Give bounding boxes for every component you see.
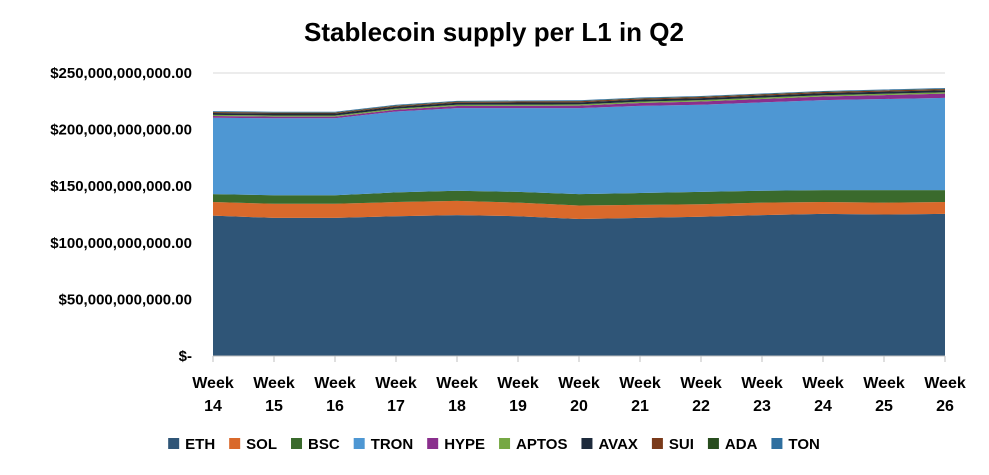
area-series-sol — [213, 200, 945, 220]
y-tick-label: $100,000,000,000.00 — [50, 235, 192, 252]
legend-label: BSC — [308, 436, 340, 453]
x-tick-label: Week 16 — [314, 375, 356, 415]
x-tick-label-line2: 26 — [936, 398, 954, 415]
legend-swatch — [499, 438, 511, 449]
x-tick-label: Week 14 — [192, 375, 234, 415]
legend-item-bsc: BSC — [291, 436, 340, 453]
legend-swatch — [651, 438, 663, 449]
y-tick-label: $250,000,000,000.00 — [50, 65, 192, 82]
x-tick-label-line2: 21 — [631, 398, 649, 415]
legend-swatch — [771, 438, 783, 449]
x-tick-label: Week 17 — [375, 375, 417, 415]
y-tick-label: $150,000,000,000.00 — [50, 178, 192, 195]
x-tick-label: Week 22 — [680, 375, 722, 415]
legend-swatch — [168, 438, 180, 449]
area-series-tron — [213, 97, 945, 196]
legend-item-sui: SUI — [651, 436, 694, 453]
legend-item-ada: ADA — [707, 436, 758, 453]
x-tick-label-line1: Week — [192, 375, 234, 392]
legend-swatch — [707, 438, 719, 449]
legend-swatch — [581, 438, 593, 449]
legend-label: ADA — [725, 436, 758, 453]
legend-label: SUI — [669, 436, 694, 453]
x-tick-label-line2: 23 — [753, 398, 771, 415]
area-series-bsc — [213, 190, 945, 206]
legend-swatch — [427, 438, 439, 449]
x-tick-label: Week 18 — [436, 375, 478, 415]
x-tick-label: Week 23 — [741, 375, 783, 415]
y-tick-label: $- — [179, 348, 192, 365]
area-series-ton — [213, 88, 945, 113]
x-tick-label-line2: 17 — [387, 398, 405, 415]
x-tick-label-line1: Week — [619, 375, 661, 392]
legend-item-eth: ETH — [168, 436, 215, 453]
axes — [212, 355, 946, 362]
x-tick-label-line1: Week — [741, 375, 783, 392]
x-tick-label-line1: Week — [253, 375, 295, 392]
x-tick-label-line2: 16 — [326, 398, 344, 415]
x-tick-label-line1: Week — [558, 375, 600, 392]
legend-label: AVAX — [598, 436, 637, 453]
legend: ETH SOL BSC TRON HYPE APTOS AVAX SUI ADA TON — [168, 436, 820, 453]
y-axis-tick-labels: $- $50,000,000,000.00 $100,000,000,000.00 $… — [50, 65, 192, 365]
area-series-eth — [213, 213, 945, 356]
legend-item-ton: TON — [771, 436, 820, 453]
x-tick-label-line1: Week — [863, 375, 905, 392]
area-series-layer — [213, 88, 945, 356]
x-tick-label-line1: Week — [314, 375, 356, 392]
y-tick-label: $200,000,000,000.00 — [50, 122, 192, 139]
x-tick-label: Week 19 — [497, 375, 539, 415]
legend-item-aptos: APTOS — [499, 436, 567, 453]
x-tick-label-line1: Week — [436, 375, 478, 392]
x-tick-label: Week 26 — [924, 375, 966, 415]
legend-swatch — [291, 438, 303, 449]
legend-item-tron: TRON — [353, 436, 414, 453]
legend-label: ETH — [185, 436, 215, 453]
x-tick-label-line1: Week — [680, 375, 722, 392]
x-tick-label: Week 20 — [558, 375, 600, 415]
x-tick-label: Week 25 — [863, 375, 905, 415]
legend-label: TRON — [371, 436, 414, 453]
x-tick-label: Week 24 — [802, 375, 844, 415]
legend-swatch — [353, 438, 365, 449]
x-tick-label-line2: 14 — [204, 398, 222, 415]
legend-label: APTOS — [516, 436, 567, 453]
x-tick-label-line1: Week — [802, 375, 844, 392]
x-tick-label: Week 15 — [253, 375, 295, 415]
x-tick-label-line2: 20 — [570, 398, 588, 415]
chart-title: Stablecoin supply per L1 in Q2 — [304, 17, 684, 47]
legend-item-hype: HYPE — [427, 436, 485, 453]
x-tick-label-line2: 25 — [875, 398, 893, 415]
x-tick-label: Week 21 — [619, 375, 661, 415]
legend-item-avax: AVAX — [581, 436, 638, 453]
y-tick-label: $50,000,000,000.00 — [59, 291, 192, 308]
legend-item-sol: SOL — [229, 436, 277, 453]
x-tick-label-line1: Week — [924, 375, 966, 392]
x-tick-label-line1: Week — [497, 375, 539, 392]
x-tick-label-line2: 24 — [814, 398, 832, 415]
x-tick-label-line2: 22 — [692, 398, 710, 415]
legend-label: SOL — [246, 436, 277, 453]
area-series-avax — [213, 90, 945, 116]
legend-swatch — [229, 438, 241, 449]
legend-label: HYPE — [444, 436, 485, 453]
area-series-hype — [213, 93, 945, 119]
x-tick-label-line2: 18 — [448, 398, 466, 415]
area-series-aptos — [213, 92, 945, 117]
x-tick-label-line1: Week — [375, 375, 417, 392]
x-tick-label-line2: 15 — [265, 398, 283, 415]
legend-label: TON — [788, 436, 819, 453]
x-tick-label-line2: 19 — [509, 398, 527, 415]
